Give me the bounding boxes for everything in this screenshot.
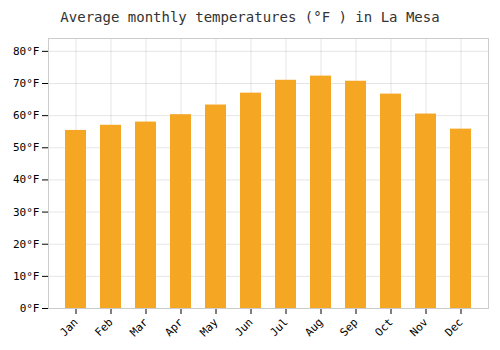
svg-text:40°F: 40°F (13, 173, 40, 186)
svg-text:Feb: Feb (92, 316, 115, 339)
svg-text:Oct: Oct (372, 316, 395, 339)
svg-text:Apr: Apr (162, 315, 186, 339)
svg-text:Jan: Jan (57, 316, 80, 339)
svg-text:70°F: 70°F (13, 77, 40, 90)
svg-text:10°F: 10°F (13, 270, 40, 283)
html-text:Average monthly temperatures (: Average monthly temperatures (°F ) in La… (60, 9, 440, 25)
svg-text:Nov: Nov (407, 315, 431, 339)
svg-text:Jun: Jun (232, 316, 255, 339)
svg-text:May: May (197, 315, 221, 339)
svg-text:30°F: 30°F (13, 206, 40, 219)
svg-text:60°F: 60°F (13, 109, 40, 122)
svg-text:50°F: 50°F (13, 141, 40, 154)
svg-text:Mar: Mar (127, 315, 151, 339)
svg-text:20°F: 20°F (13, 238, 40, 251)
svg-text:Dec: Dec (442, 316, 465, 339)
svg-text:Sep: Sep (337, 316, 360, 339)
svg-text:Aug: Aug (302, 316, 325, 339)
svg-text:0°F: 0°F (20, 302, 40, 315)
svg-text:80°F: 80°F (13, 45, 40, 58)
svg-text:Jul: Jul (267, 316, 290, 339)
